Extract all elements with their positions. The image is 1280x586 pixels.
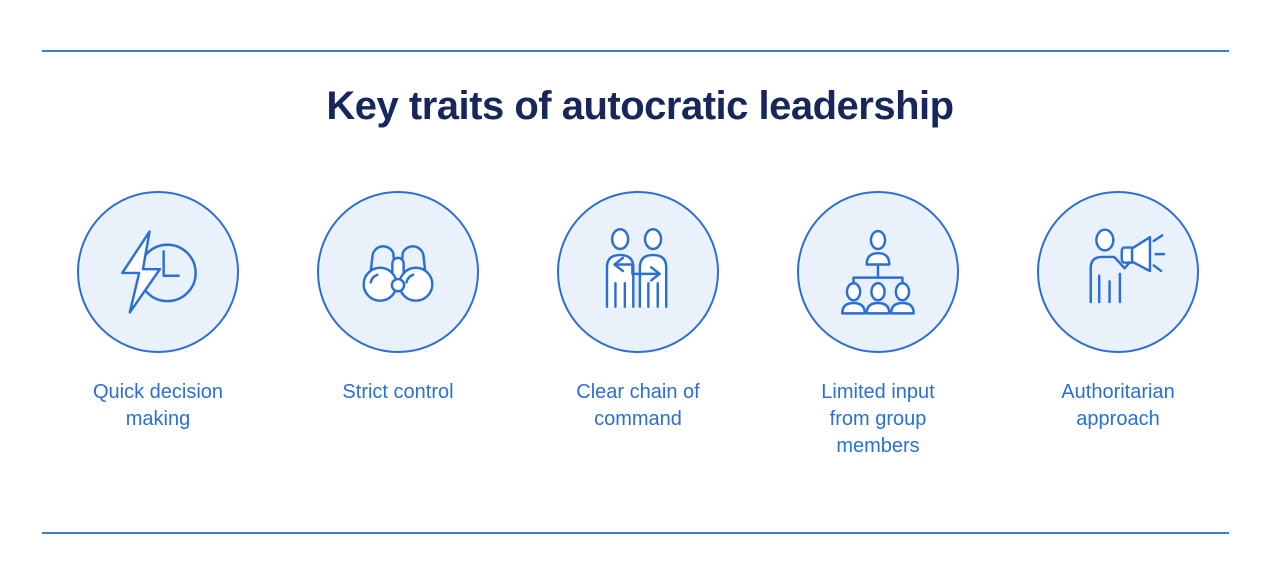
divider-top xyxy=(42,50,1229,52)
lightning-clock-icon xyxy=(121,230,197,314)
trait-circle xyxy=(797,191,959,353)
trait-label: Authoritarian approach xyxy=(1061,381,1175,430)
binoculars-icon xyxy=(362,245,434,302)
trait-label: Limited input from group members xyxy=(821,381,935,457)
trait-card-authoritarian: Authoritarian approach xyxy=(998,191,1238,460)
trait-label: Strict control xyxy=(342,381,454,403)
trait-card-strict-control: Strict control xyxy=(278,191,518,460)
page-title: Key traits of autocratic leadership xyxy=(326,84,954,128)
org-chart-icon xyxy=(841,229,915,315)
trait-card-chain-of-command: Clear chain of command xyxy=(518,191,758,460)
trait-circle xyxy=(557,191,719,353)
trait-circle xyxy=(317,191,479,353)
divider-bottom xyxy=(42,532,1229,534)
trait-card-limited-input: Limited input from group members xyxy=(758,191,998,460)
megaphone-person-icon xyxy=(1089,228,1165,304)
trait-card-quick-decision: Quick decision making xyxy=(38,191,278,460)
trait-label: Quick decision making xyxy=(92,381,224,430)
people-arrows-icon xyxy=(605,228,668,309)
trait-circle xyxy=(1037,191,1199,353)
trait-label: Clear chain of command xyxy=(576,381,700,430)
trait-circle xyxy=(77,191,239,353)
traits-row: Quick decision making Strict control xyxy=(38,191,1242,460)
